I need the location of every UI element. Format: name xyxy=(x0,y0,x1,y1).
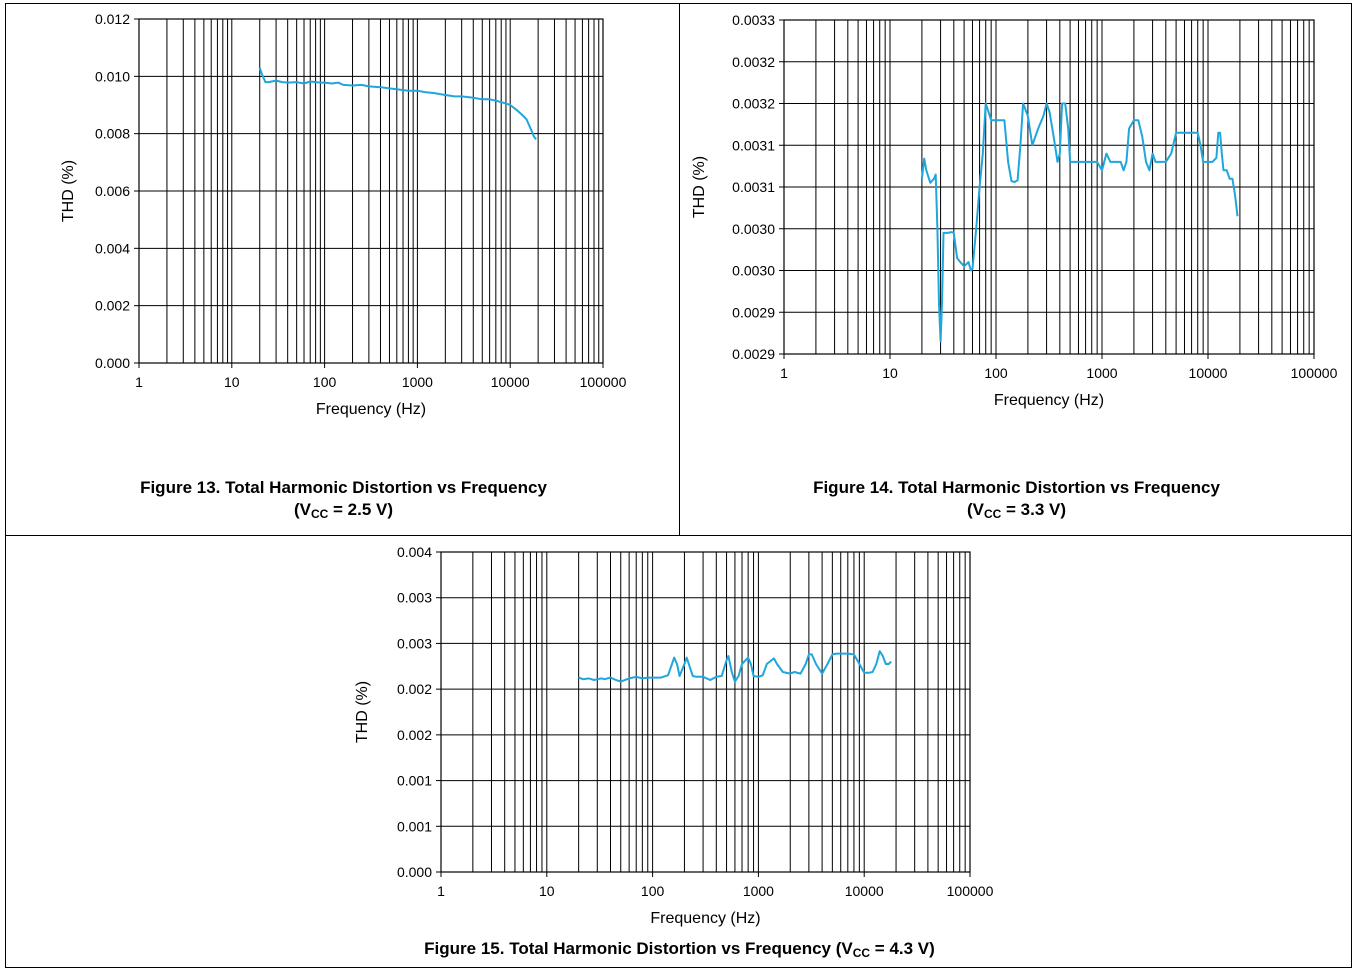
y-axis-label: THD (%) xyxy=(354,681,371,743)
thd-chart-vcc-2-5: 0.000 0.002 0.004 0.006 0.008 0.010 0.012 1 10 10… xyxy=(60,11,627,418)
x-tick-label: 1000 xyxy=(1086,365,1117,381)
x-tick-label: 10000 xyxy=(845,883,884,899)
thd-series-line xyxy=(258,67,537,141)
x-tick-label: 10000 xyxy=(1189,365,1228,381)
y-tick-label: 0.0029 xyxy=(732,304,775,320)
gridlines xyxy=(440,551,970,873)
caption-text: Figure 14. Total Harmonic Distortion vs … xyxy=(813,478,1220,497)
y-tick-label: 0.0031 xyxy=(732,179,775,195)
x-tick-label: 100 xyxy=(984,365,1008,381)
y-tick-label: 0.0033 xyxy=(732,12,775,28)
x-tick-label: 100000 xyxy=(1291,365,1338,381)
x-tick-label: 10 xyxy=(882,365,898,381)
x-axis-label: Frequency (Hz) xyxy=(316,401,426,418)
caption-value: = 4.3 V) xyxy=(870,939,935,958)
caption-symbol: V xyxy=(841,939,853,958)
y-tick-label: 0.0030 xyxy=(732,221,775,237)
y-tick-label: 0.004 xyxy=(397,544,432,560)
y-axis-label: THD (%) xyxy=(60,160,77,222)
y-tick-label: 0.000 xyxy=(397,864,432,880)
caption-subscript: CC xyxy=(310,507,329,521)
gridlines xyxy=(138,18,603,364)
x-tick-label: 1 xyxy=(780,365,788,381)
y-tick-label: 0.012 xyxy=(95,11,130,27)
x-tick-label: 100 xyxy=(641,883,665,899)
y-tick-label: 0.002 xyxy=(397,681,432,697)
x-tick-label: 1000 xyxy=(743,883,774,899)
y-tick-label: 0.0030 xyxy=(732,263,775,279)
y-tick-label: 0.006 xyxy=(95,183,130,199)
x-tick-label: 1 xyxy=(135,374,143,390)
thd-chart-vcc-4-3: 0.000 0.001 0.001 0.002 0.002 0.003 0.003 0.004… xyxy=(354,544,994,927)
caption-subscript: CC xyxy=(983,507,1002,521)
x-tick-label: 10000 xyxy=(491,374,530,390)
caption-subscript: CC xyxy=(852,946,871,960)
caption-value: = 3.3 V xyxy=(1001,500,1061,519)
caption-text: Figure 15. Total Harmonic Distortion vs … xyxy=(424,939,842,958)
y-tick-label: 0.003 xyxy=(397,590,432,606)
x-tick-label: 1000 xyxy=(402,374,433,390)
y-tick-label: 0.0029 xyxy=(732,346,775,362)
x-axis-label: Frequency (Hz) xyxy=(994,392,1104,409)
caption-symbol: V xyxy=(299,500,311,519)
y-tick-label: 0.008 xyxy=(95,126,130,142)
caption-value: = 2.5 V xyxy=(328,500,388,519)
x-tick-label: 100000 xyxy=(947,883,994,899)
chart-panel-3: 0.000 0.001 0.001 0.002 0.002 0.003 0.003 0.004… xyxy=(5,535,1352,968)
figure-13-caption: Figure 13. Total Harmonic Distortion vs … xyxy=(140,478,547,521)
thd-chart-vcc-3-3: 0.0029 0.0029 0.0030 0.0030 0.0031 0.0031 0.00… xyxy=(691,12,1338,409)
plot-frame xyxy=(440,551,971,873)
thd-series-line xyxy=(578,650,892,683)
y-tick-label: 0.002 xyxy=(397,727,432,743)
chart-panel-2: 0.0029 0.0029 0.0030 0.0030 0.0031 0.0031 0.00… xyxy=(679,3,1352,536)
y-tick-label: 0.003 xyxy=(397,635,432,651)
figure-14-caption: Figure 14. Total Harmonic Distortion vs … xyxy=(813,478,1220,521)
x-tick-label: 100000 xyxy=(580,374,627,390)
y-tick-label: 0.0032 xyxy=(732,96,775,112)
y-tick-label: 0.0032 xyxy=(732,54,775,70)
caption-text: Figure 13. Total Harmonic Distortion vs … xyxy=(140,478,547,497)
chart-panel-1: 0.000 0.002 0.004 0.006 0.008 0.010 0.012 1 10 10… xyxy=(5,3,680,536)
y-tick-label: 0.002 xyxy=(95,298,130,314)
x-tick-label: 10 xyxy=(539,883,555,899)
thd-series-line xyxy=(920,102,1239,343)
y-tick-label: 0.001 xyxy=(397,773,432,789)
y-tick-label: 0.004 xyxy=(95,240,130,256)
y-tick-label: 0.0031 xyxy=(732,137,775,153)
figure-15-caption: Figure 15. Total Harmonic Distortion vs … xyxy=(6,938,1353,964)
y-axis-label: THD (%) xyxy=(691,156,708,218)
y-tick-label: 0.000 xyxy=(95,355,130,371)
x-axis-label: Frequency (Hz) xyxy=(650,910,760,927)
y-tick-label: 0.010 xyxy=(95,68,130,84)
y-tick-label: 0.001 xyxy=(397,818,432,834)
x-tick-label: 1 xyxy=(437,883,445,899)
x-tick-label: 10 xyxy=(224,374,240,390)
x-tick-label: 100 xyxy=(313,374,337,390)
caption-symbol: V xyxy=(972,500,984,519)
